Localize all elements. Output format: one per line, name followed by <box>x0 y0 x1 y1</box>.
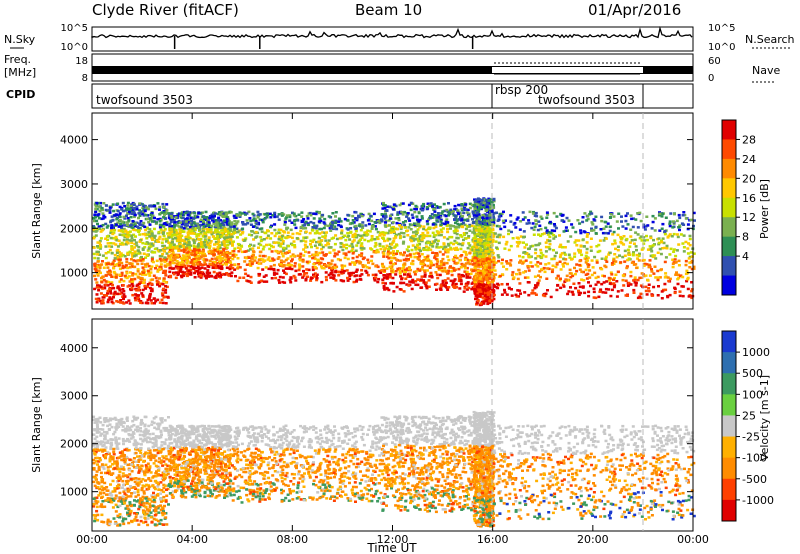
x-axis-labels: 00:00 04:00 08:00 12:00 16:00 20:00 00:00 <box>76 113 709 546</box>
nave-label: Nave <box>752 64 780 77</box>
colorbar-tick: 1000 <box>742 346 770 359</box>
nsky-strip: N.Sky 10^5 10^0 10^5 10^0 N.Search <box>4 23 795 53</box>
nsky-trace <box>91 26 693 49</box>
colorbar-tick: 8 <box>742 231 749 244</box>
colorbar-swatch <box>722 436 736 459</box>
velocity-ylabel: Slant Range [km] <box>30 377 43 473</box>
y-tick-label: 2000 <box>60 222 88 235</box>
nsky-tick-top: 10^5 <box>61 23 88 34</box>
y-tick-label: 1000 <box>60 267 88 280</box>
beam-title: Beam 10 <box>355 1 422 19</box>
colorbar-tick: 100 <box>742 388 763 401</box>
colorbar-swatch <box>722 499 736 522</box>
colorbar-tick: -1000 <box>742 494 774 507</box>
colorbar-tick: 28 <box>742 133 756 146</box>
colorbar-swatch <box>722 275 736 296</box>
colorbar-tick: -25 <box>742 431 760 444</box>
colorbar-swatch <box>722 415 736 438</box>
power-colorbar: 28 24 20 16 12 8 4 <box>721 119 756 296</box>
power-ticks: 1000 2000 3000 4000 <box>60 134 693 280</box>
y-tick-label: 3000 <box>60 390 88 403</box>
cpid-label: CPID <box>6 88 35 101</box>
colorbar-swatch <box>722 158 736 179</box>
x-tick-label: 16:00 <box>477 533 509 546</box>
colorbar-swatch <box>722 120 736 140</box>
colorbar-tick: 12 <box>742 211 756 224</box>
nsearch-label: N.Search <box>745 33 795 46</box>
freq-band-gap <box>492 67 643 73</box>
power-ylabel: Slant Range [km] <box>30 163 43 259</box>
power-data <box>92 197 696 307</box>
nsky-label: N.Sky <box>4 33 36 46</box>
colorbar-tick: 25 <box>742 409 756 422</box>
colorbar-swatch <box>722 256 736 277</box>
nsearch-tick-bottom: 10^0 <box>708 42 735 53</box>
velocity-panel: 1000 2000 3000 4000 Slant Range [km] <box>30 318 696 532</box>
colorbar-swatch <box>722 373 736 395</box>
colorbar-swatch <box>722 394 736 416</box>
velocity-colorbar: 1000 500 100 25 -25 -100 -500 -1000 <box>721 330 774 522</box>
colorbar-tick: 24 <box>742 153 756 166</box>
x-tick-label: 12:00 <box>377 533 409 546</box>
velocity-colorbar-label: Velocity [m s-1] <box>758 375 771 461</box>
x-tick-label: 00:00 <box>677 533 709 546</box>
y-tick-label: 2000 <box>60 438 88 451</box>
power-colorbar-label: Power [dB] <box>758 179 771 239</box>
freq-label-2: [MHz] <box>4 66 36 79</box>
nsearch-tick-top: 10^5 <box>708 23 735 34</box>
nave-tick-bottom: 0 <box>708 73 714 84</box>
freq-strip: Freq. [MHz] 18 8 60 0 Nave <box>4 53 780 84</box>
x-tick-label: 08:00 <box>276 533 308 546</box>
colorbar-tick: 4 <box>742 250 749 263</box>
cpid-segment-3: twofsound 3503 <box>538 93 635 107</box>
cpid-segment-2: rbsp 200 <box>495 83 548 97</box>
colorbar-tick: 20 <box>742 172 756 185</box>
colorbar-tick: 500 <box>742 367 763 380</box>
freq-label-1: Freq. <box>4 53 31 66</box>
y-tick-label: 1000 <box>60 486 88 499</box>
freq-tick-top: 18 <box>75 56 88 67</box>
velocity-data <box>92 410 696 528</box>
x-tick-label: 04:00 <box>176 533 208 546</box>
cpid-segment-1: twofsound 3503 <box>96 93 193 107</box>
power-panel: 1000 2000 3000 4000 Slant Range [km] <box>30 112 696 310</box>
date-title: 01/Apr/2016 <box>588 1 681 19</box>
cpid-strip: CPID twofsound 3503 rbsp 200 twofsound 3… <box>6 83 694 109</box>
colorbar-swatch <box>722 178 736 199</box>
colorbar-swatch <box>722 352 736 374</box>
x-tick-label: 20:00 <box>577 533 609 546</box>
freq-band <box>92 66 693 74</box>
nave-tick-top: 60 <box>708 56 721 67</box>
y-tick-label: 4000 <box>60 342 88 355</box>
y-tick-label: 3000 <box>60 178 88 191</box>
velocity-ticks: 1000 2000 3000 4000 <box>60 342 693 499</box>
colorbar-swatch <box>722 139 736 160</box>
colorbar-swatch <box>722 217 736 238</box>
x-tick-label: 00:00 <box>76 533 108 546</box>
x-axis-title: Time UT <box>366 541 417 554</box>
colorbar-tick: -100 <box>742 452 767 465</box>
y-tick-label: 4000 <box>60 134 88 147</box>
colorbar-swatch <box>722 331 736 353</box>
colorbar-swatch <box>722 457 736 480</box>
colorbar-swatch <box>722 478 736 501</box>
colorbar-swatch <box>722 197 736 218</box>
colorbar-tick: -500 <box>742 473 767 486</box>
colorbar-swatch <box>722 236 736 257</box>
station-title: Clyde River (fitACF) <box>92 1 239 19</box>
nsky-tick-bottom: 10^0 <box>61 42 88 53</box>
freq-tick-bottom: 8 <box>82 73 88 84</box>
colorbar-tick: 16 <box>742 192 756 205</box>
